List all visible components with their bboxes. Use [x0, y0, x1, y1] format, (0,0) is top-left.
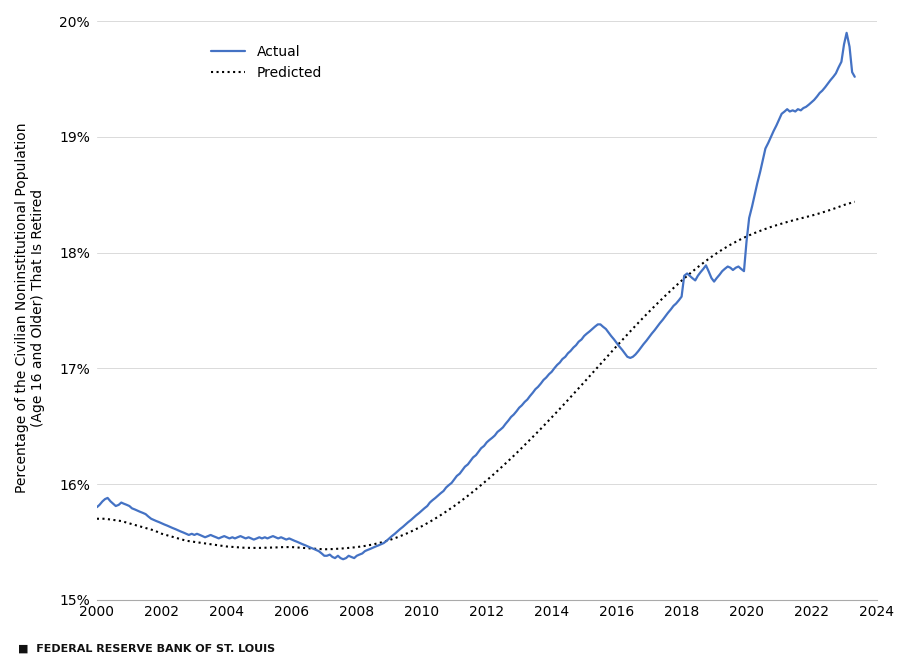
Actual	[841, 29, 852, 37]
Predicted	[554, 405, 565, 412]
Predicted	[319, 545, 330, 553]
Actual	[254, 533, 265, 541]
Actual	[519, 398, 530, 406]
Predicted	[222, 543, 233, 550]
Predicted	[392, 533, 403, 541]
Actual	[121, 501, 132, 509]
Actual	[337, 555, 348, 563]
Line: Predicted: Predicted	[97, 202, 854, 549]
Actual	[714, 271, 725, 279]
Actual	[92, 503, 103, 511]
Predicted	[286, 543, 297, 551]
Predicted	[668, 284, 679, 292]
Actual	[711, 274, 722, 282]
Line: Actual: Actual	[97, 33, 854, 559]
Predicted	[92, 515, 103, 523]
Predicted	[416, 522, 427, 530]
Actual	[849, 73, 860, 81]
Predicted	[849, 198, 860, 206]
Actual	[446, 479, 457, 487]
Legend: Actual, Predicted: Actual, Predicted	[205, 40, 327, 86]
Y-axis label: Percentage of the Civilian Noninstitutional Population
(Age 16 and Older) That I: Percentage of the Civilian Noninstitutio…	[15, 122, 45, 493]
Text: ■  FEDERAL RESERVE BANK OF ST. LOUIS: ■ FEDERAL RESERVE BANK OF ST. LOUIS	[18, 644, 275, 653]
